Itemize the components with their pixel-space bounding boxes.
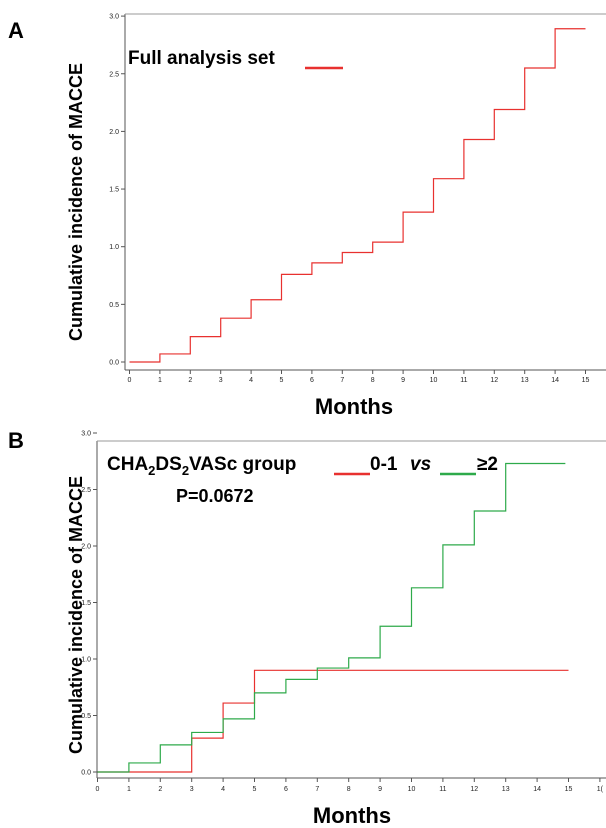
x-tick-label: 15 bbox=[582, 377, 590, 384]
x-tick-label: 1( bbox=[597, 786, 604, 793]
panel-a: A Cumulative incidence of MACCE Months 0… bbox=[8, 13, 606, 419]
panel-a-y-ticks: 0.0 0.5 1.0 1.5 2.0 2.5 3.0 bbox=[109, 14, 125, 367]
x-tick-label: 2 bbox=[188, 377, 192, 384]
legend-title-suffix: VASc group bbox=[189, 454, 296, 475]
panel-b-y-ticks: 0.0 0.5 1.0 1.5 2.0 2.5 3.0 bbox=[81, 431, 97, 777]
x-tick-label: 14 bbox=[533, 786, 541, 793]
x-tick-label: 3 bbox=[219, 377, 223, 384]
panel-b-legend-entry-ge2: ≥2 bbox=[477, 454, 498, 475]
x-tick-label: 3 bbox=[190, 786, 194, 793]
y-tick-label: 0.5 bbox=[109, 302, 119, 309]
y-tick-label: 3.0 bbox=[109, 14, 119, 21]
y-tick-label: 1.0 bbox=[109, 244, 119, 251]
x-tick-label: 9 bbox=[401, 377, 405, 384]
x-tick-label: 13 bbox=[502, 786, 510, 793]
x-tick-label: 4 bbox=[221, 786, 225, 793]
y-tick-label: 1.0 bbox=[81, 657, 91, 664]
legend-title-subscript-1: 2 bbox=[148, 463, 155, 478]
panel-b: B Cumulative incidence of MACCE Months 0… bbox=[8, 428, 606, 828]
x-tick-label: 6 bbox=[310, 377, 314, 384]
y-tick-label: 2.0 bbox=[81, 544, 91, 551]
y-tick-label: 3.0 bbox=[81, 431, 91, 438]
panel-b-legend-title: CHA2DS2VASc group bbox=[107, 454, 296, 478]
x-tick-label: 4 bbox=[249, 377, 253, 384]
x-tick-label: 1 bbox=[127, 786, 131, 793]
y-tick-label: 2.5 bbox=[81, 487, 91, 494]
x-tick-label: 10 bbox=[408, 786, 416, 793]
panel-a-letter: A bbox=[8, 18, 24, 43]
panel-b-legend-vs: vs bbox=[410, 454, 431, 475]
y-tick-label: 2.5 bbox=[109, 71, 119, 78]
x-tick-label: 10 bbox=[430, 377, 438, 384]
x-tick-label: 0 bbox=[128, 377, 132, 384]
panel-b-x-ticks: 0 1 2 3 4 5 6 7 8 9 10 11 12 13 14 15 1( bbox=[96, 778, 604, 793]
x-tick-label: 9 bbox=[378, 786, 382, 793]
y-tick-label: 2.0 bbox=[109, 129, 119, 136]
x-tick-label: 11 bbox=[460, 377, 467, 384]
panel-b-legend-entry-0-1: 0-1 bbox=[370, 454, 398, 475]
series-line-1 bbox=[97, 669, 569, 773]
x-tick-label: 15 bbox=[565, 786, 573, 793]
panel-a-y-axis-title: Cumulative incidence of MACCE bbox=[66, 63, 86, 341]
panel-b-y-axis-title: Cumulative incidence of MACCE bbox=[66, 476, 86, 754]
x-tick-label: 14 bbox=[551, 377, 559, 384]
panel-b-series bbox=[97, 462, 569, 773]
x-tick-label: 12 bbox=[490, 377, 498, 384]
panel-a-legend: Full analysis set bbox=[128, 48, 343, 70]
x-tick-label: 8 bbox=[347, 786, 351, 793]
x-tick-label: 7 bbox=[340, 377, 344, 384]
y-tick-label: 1.5 bbox=[81, 600, 91, 607]
panel-b-p-value: P=0.0672 bbox=[176, 486, 254, 506]
x-tick-label: 8 bbox=[371, 377, 375, 384]
panel-a-x-axis-title: Months bbox=[315, 394, 393, 419]
x-tick-label: 11 bbox=[439, 786, 446, 793]
y-tick-label: 0.0 bbox=[81, 770, 91, 777]
x-tick-label: 6 bbox=[284, 786, 288, 793]
panel-b-x-axis-title: Months bbox=[313, 803, 391, 828]
panel-a-legend-label: Full analysis set bbox=[128, 48, 275, 69]
legend-title-subscript-2: 2 bbox=[182, 463, 189, 478]
x-tick-label: 1 bbox=[158, 377, 162, 384]
x-tick-label: 2 bbox=[158, 786, 162, 793]
x-tick-label: 0 bbox=[96, 786, 100, 793]
legend-title-prefix: CHA bbox=[107, 454, 148, 475]
x-tick-label: 7 bbox=[315, 786, 319, 793]
panel-a-series bbox=[129, 28, 586, 363]
x-tick-label: 5 bbox=[253, 786, 257, 793]
y-tick-label: 1.5 bbox=[109, 187, 119, 194]
x-tick-label: 5 bbox=[280, 377, 284, 384]
y-tick-label: 0.5 bbox=[81, 713, 91, 720]
x-tick-label: 13 bbox=[521, 377, 529, 384]
series-line-1 bbox=[129, 28, 586, 363]
y-tick-label: 0.0 bbox=[109, 360, 119, 367]
x-tick-label: 12 bbox=[470, 786, 478, 793]
series-line-2 bbox=[97, 462, 566, 773]
panel-b-legend: CHA2DS2VASc group 0-1 vs ≥2 P=0.0672 bbox=[107, 454, 498, 506]
panel-b-letter: B bbox=[8, 428, 24, 453]
legend-title-mid: DS bbox=[155, 454, 181, 475]
